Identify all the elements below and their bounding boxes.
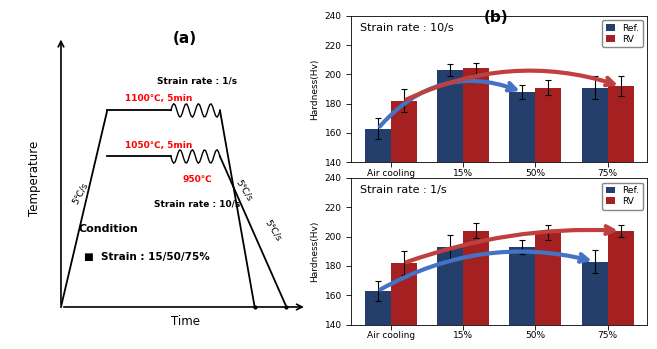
Text: Strain rate : 1/s: Strain rate : 1/s	[360, 185, 447, 195]
Text: Temperature: Temperature	[28, 140, 41, 216]
Text: Condition: Condition	[78, 224, 138, 234]
Bar	[391, 101, 417, 349]
Bar	[391, 263, 417, 349]
Legend: Ref., RV: Ref., RV	[602, 20, 643, 47]
Y-axis label: Hardness(Hv): Hardness(Hv)	[310, 58, 319, 120]
Bar	[509, 92, 535, 349]
Text: (b): (b)	[484, 10, 509, 25]
Bar	[463, 231, 489, 349]
Text: Strain rate : 1/s: Strain rate : 1/s	[157, 77, 237, 86]
Bar	[365, 291, 391, 349]
Bar	[365, 128, 391, 349]
Bar	[437, 70, 463, 349]
Legend: Ref., RV: Ref., RV	[602, 183, 643, 209]
Text: 5℃/s: 5℃/s	[235, 178, 254, 203]
Text: 1050℃, 5min: 1050℃, 5min	[125, 141, 192, 150]
Bar	[581, 261, 608, 349]
Bar	[437, 247, 463, 349]
Text: 1100℃, 5min: 1100℃, 5min	[125, 94, 192, 103]
Bar	[608, 231, 634, 349]
Text: Strain rate : 10/s: Strain rate : 10/s	[360, 23, 454, 33]
Bar	[535, 88, 562, 349]
Text: 5℃/s: 5℃/s	[70, 181, 89, 206]
Text: Strain rate : 10/s: Strain rate : 10/s	[154, 200, 240, 208]
Text: ■  Strain : 15/50/75%: ■ Strain : 15/50/75%	[84, 252, 210, 262]
Bar	[608, 86, 634, 349]
Text: 950℃: 950℃	[182, 175, 212, 184]
Text: (a): (a)	[173, 31, 197, 46]
Bar	[535, 232, 562, 349]
Bar	[463, 68, 489, 349]
Text: 5℃/s: 5℃/s	[263, 218, 283, 243]
Bar	[581, 88, 608, 349]
Y-axis label: Hardness(Hv): Hardness(Hv)	[310, 221, 319, 282]
Bar	[509, 247, 535, 349]
Text: Time: Time	[171, 315, 200, 328]
